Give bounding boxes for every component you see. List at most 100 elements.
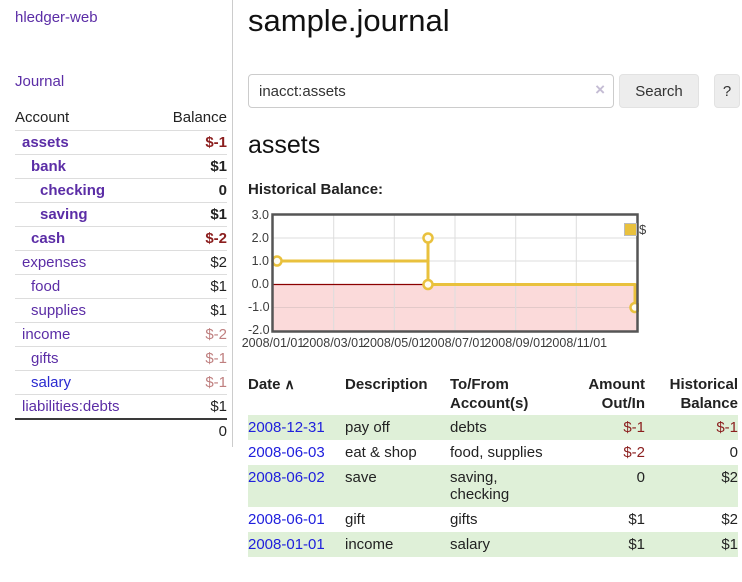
x-tick-label: 2008/09/01: [484, 336, 547, 350]
accounts-table: Account Balance assets $-1 bank $1 checkin…: [15, 107, 227, 443]
accounts-column-header: To/From Account(s): [450, 376, 529, 412]
account-link-supplies[interactable]: supplies: [31, 302, 87, 319]
data-point-marker: [271, 255, 283, 267]
account-balance: 0: [154, 178, 227, 203]
transaction-balance: $1: [645, 532, 738, 557]
search-button[interactable]: Search: [619, 74, 699, 108]
account-row: assets $-1: [15, 130, 227, 155]
account-link-checking[interactable]: checking: [40, 182, 106, 199]
transaction-description: income: [345, 532, 450, 557]
account-link-assets[interactable]: assets: [22, 134, 69, 151]
x-tick-label: 2008/07/01: [423, 336, 487, 350]
transaction-accounts: food, supplies: [450, 444, 543, 461]
accounts-total-row: 0: [15, 418, 227, 443]
transaction-description: eat & shop: [345, 444, 417, 461]
account-row: gifts $-1: [15, 346, 227, 371]
transaction-balance: $2: [645, 465, 738, 507]
account-balance: $-2: [154, 226, 227, 251]
description-column-header: Description: [345, 376, 428, 393]
account-row: supplies $1: [15, 298, 227, 323]
register-header-row: Date ∧ Description To/From Account(s) Amo…: [248, 373, 738, 415]
historical-balance-chart: 3.0 2.0 1.0 0.0 -1.0 -2.0 $: [242, 208, 742, 356]
account-balance: $-1: [154, 370, 227, 395]
transaction-row: 2008-06-03 eat & shop food, supplies $-2…: [248, 440, 738, 465]
account-link-gifts[interactable]: gifts: [31, 350, 59, 367]
account-row: checking 0: [15, 178, 227, 203]
account-balance: $1: [154, 298, 227, 323]
search-input[interactable]: [248, 74, 614, 108]
transaction-amount: $-2: [623, 444, 645, 461]
transaction-amount: 0: [560, 465, 645, 507]
account-balance: $-1: [154, 130, 227, 155]
account-link-salary[interactable]: salary: [31, 374, 72, 391]
register-table: Date ∧ Description To/From Account(s) Amo…: [248, 373, 738, 557]
balance-column-header: Balance: [172, 109, 227, 126]
transaction-amount: $-1: [560, 415, 645, 440]
account-balance: $-2: [154, 322, 227, 347]
transaction-date-link[interactable]: 2008-06-02: [248, 469, 325, 486]
account-row: income $-2: [15, 322, 227, 347]
chart-title: Historical Balance:: [248, 181, 384, 198]
chart-legend: $: [624, 222, 646, 237]
x-tick-label: 2008/05/01: [363, 336, 426, 350]
page-title: sample.journal: [248, 3, 450, 38]
clear-search-icon[interactable]: ×: [595, 80, 605, 99]
x-tick-label: 2008/01/01: [241, 336, 305, 350]
data-point-marker: [422, 278, 434, 291]
transaction-accounts: salary: [450, 532, 560, 557]
transaction-row: 2008-06-01 gift gifts $1 $2: [248, 507, 738, 532]
account-row: liabilities:debts $1: [15, 394, 227, 419]
account-balance: $1: [154, 154, 227, 179]
account-link-saving[interactable]: saving: [40, 206, 88, 223]
transaction-accounts: saving, checking: [450, 465, 560, 507]
sidebar-item-journal[interactable]: Journal: [15, 73, 65, 90]
account-balance: $1: [154, 274, 227, 299]
y-tick-label: -2.0: [248, 323, 270, 337]
account-row: food $1: [15, 274, 227, 299]
transaction-date-link[interactable]: 2008-01-01: [248, 536, 325, 553]
account-row: cash $-2: [15, 226, 227, 251]
account-row: saving $1: [15, 202, 227, 227]
help-button[interactable]: ?: [714, 74, 740, 108]
transaction-amount: $1: [628, 511, 645, 528]
main-content: sample.journal × Search ? assets Histori…: [242, 0, 742, 557]
transaction-date-link[interactable]: 2008-06-03: [248, 444, 325, 461]
account-link-expenses[interactable]: expenses: [22, 254, 87, 271]
transaction-description: gift: [345, 511, 366, 528]
account-balance: $-1: [154, 346, 227, 371]
account-link-cash[interactable]: cash: [31, 230, 66, 247]
y-tick-label: 0.0: [251, 277, 269, 291]
data-point-marker: [422, 232, 434, 244]
y-tick-label: 3.0: [251, 208, 269, 222]
transaction-description: save: [345, 465, 450, 507]
account-link-bank[interactable]: bank: [31, 158, 67, 175]
account-heading: assets: [248, 131, 321, 159]
account-link-income[interactable]: income: [22, 326, 71, 343]
account-row: salary $-1: [15, 370, 227, 395]
account-link-liabilities-debts[interactable]: liabilities:debts: [22, 398, 120, 415]
balance-column-header: Historical Balance: [669, 376, 738, 412]
transaction-balance: $-1: [645, 415, 738, 440]
sidebar: hledger-web Journal Account Balance asse…: [0, 0, 233, 447]
transaction-description: pay off: [345, 415, 450, 440]
legend-label: $: [639, 222, 647, 237]
accounts-column-header: Account: [15, 109, 70, 126]
y-tick-label: 1.0: [251, 254, 269, 268]
x-tick-label: 2008/11/01: [545, 336, 608, 350]
transaction-amount: $1: [560, 532, 645, 557]
transaction-row: 2008-12-31 pay off debts $-1 $-1: [248, 415, 738, 440]
chart-canvas: [271, 213, 639, 333]
y-tick-label: 2.0: [251, 231, 269, 245]
legend-swatch-icon: [624, 223, 637, 236]
account-link-food[interactable]: food: [31, 278, 61, 295]
transaction-date-link[interactable]: 2008-12-31: [248, 419, 325, 436]
account-balance: $2: [154, 250, 227, 275]
transaction-row: 2008-06-02 save saving, checking 0 $2: [248, 465, 738, 507]
account-balance: $1: [154, 394, 227, 419]
y-tick-label: -1.0: [248, 300, 270, 314]
balance-line: [277, 236, 637, 308]
transaction-date-link[interactable]: 2008-06-01: [248, 511, 325, 528]
account-row: bank $1: [15, 154, 227, 179]
app-title-link[interactable]: hledger-web: [15, 9, 98, 26]
date-column-header[interactable]: Date ∧: [248, 376, 295, 393]
